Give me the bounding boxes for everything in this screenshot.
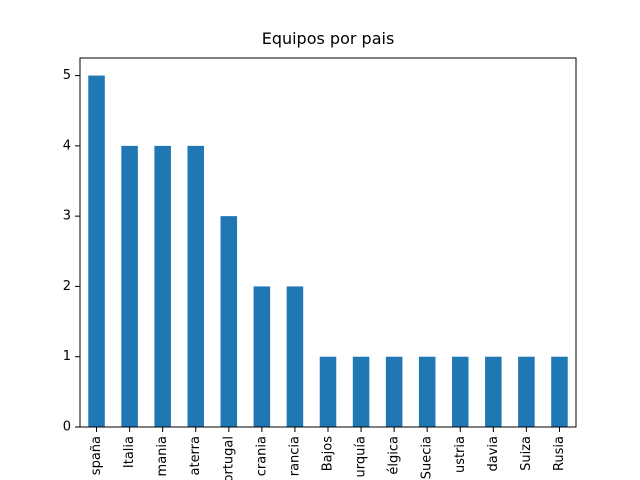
x-tick-label: élgica [387,436,402,475]
x-tick-label: urquía [354,436,369,477]
bar [121,145,138,427]
bar [253,286,271,427]
bar [88,75,105,428]
bar [319,356,337,427]
x-tick-label: Italia [122,436,137,468]
bar [154,145,171,427]
y-tick-label: 1 [63,349,71,364]
x-tick-label: mania [155,436,170,476]
bar [286,286,304,427]
bar [551,356,568,427]
x-tick-label: ustria [453,436,468,473]
x-tick-label: Suecia [420,436,435,479]
x-tick-label: rancia [287,436,302,476]
x-tick-label: aterra [188,436,203,476]
y-tick-label: 2 [63,279,71,294]
x-tick-label: Suiza [519,436,534,471]
y-tick-label: 3 [63,209,71,224]
bar [452,356,469,427]
y-tick-label: 4 [63,138,71,153]
x-tick-label: Bajos [321,436,336,471]
y-tick-label: 5 [63,68,71,83]
y-tick-label: 0 [63,420,71,435]
bar [485,356,502,427]
bar [385,356,403,427]
axes-frame [79,57,577,428]
x-tick-label: Rusia [552,436,567,471]
chart-title: Equipos por pais [262,29,395,48]
bar [220,216,238,427]
bar [352,356,370,427]
bar [187,145,204,427]
x-tick-label: spaña [89,436,104,475]
x-tick-label: davia [486,436,501,472]
bar [518,356,535,427]
x-tick-label: ortugal [221,436,236,480]
x-tick-label: crania [254,436,269,476]
bar [418,356,436,427]
